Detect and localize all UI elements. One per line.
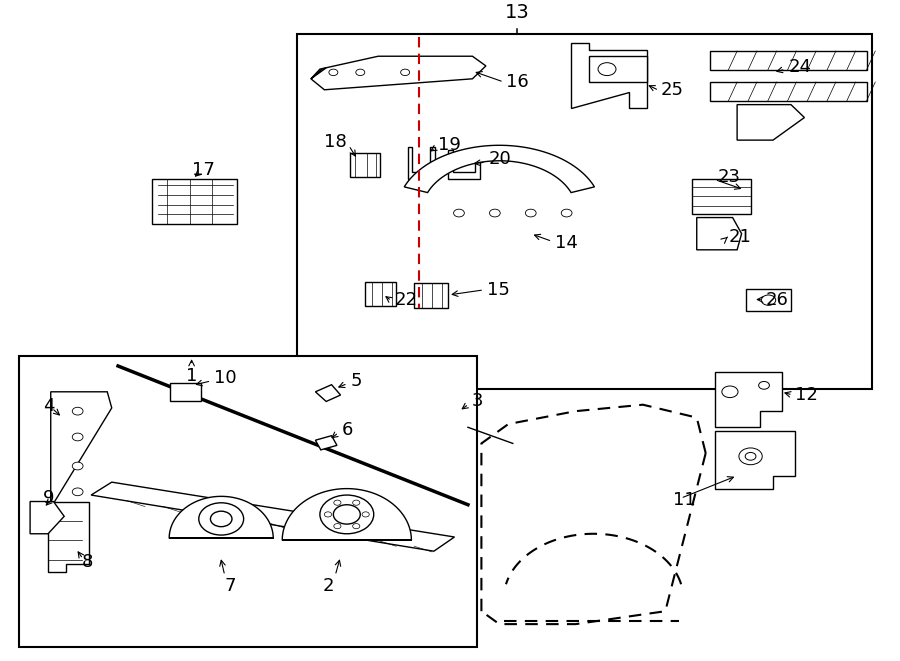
Polygon shape xyxy=(310,56,486,90)
Polygon shape xyxy=(283,488,411,540)
Text: 6: 6 xyxy=(341,421,353,439)
Circle shape xyxy=(745,453,756,460)
Text: 5: 5 xyxy=(350,372,362,390)
Bar xyxy=(19,356,477,646)
Polygon shape xyxy=(91,482,454,551)
Circle shape xyxy=(324,512,331,517)
Polygon shape xyxy=(30,502,64,534)
Circle shape xyxy=(320,495,374,534)
Circle shape xyxy=(400,69,410,75)
Text: 9: 9 xyxy=(42,489,54,507)
Circle shape xyxy=(353,500,360,505)
Text: 2: 2 xyxy=(323,577,335,595)
Circle shape xyxy=(759,381,769,389)
Polygon shape xyxy=(404,145,594,192)
Text: 3: 3 xyxy=(472,393,483,410)
Circle shape xyxy=(199,503,244,535)
Text: 7: 7 xyxy=(224,577,236,595)
Circle shape xyxy=(362,512,369,517)
Circle shape xyxy=(356,69,364,75)
Polygon shape xyxy=(315,436,337,450)
Polygon shape xyxy=(710,51,868,71)
Polygon shape xyxy=(408,147,435,179)
Polygon shape xyxy=(50,392,112,508)
Polygon shape xyxy=(152,179,238,224)
Circle shape xyxy=(739,448,762,465)
Circle shape xyxy=(72,488,83,496)
Circle shape xyxy=(526,209,536,217)
Polygon shape xyxy=(715,372,782,427)
Polygon shape xyxy=(310,68,326,79)
Polygon shape xyxy=(48,502,89,572)
Text: 26: 26 xyxy=(766,291,788,309)
Polygon shape xyxy=(170,383,201,401)
Circle shape xyxy=(761,295,776,305)
Polygon shape xyxy=(710,82,868,101)
Circle shape xyxy=(562,209,572,217)
Polygon shape xyxy=(746,289,791,311)
Text: 4: 4 xyxy=(42,397,54,415)
Circle shape xyxy=(211,511,232,527)
Polygon shape xyxy=(737,104,805,140)
Text: 11: 11 xyxy=(672,491,696,509)
Text: 12: 12 xyxy=(796,386,818,404)
Polygon shape xyxy=(715,430,796,488)
Text: 16: 16 xyxy=(506,73,528,91)
Circle shape xyxy=(333,505,360,524)
Text: 20: 20 xyxy=(489,151,511,169)
Circle shape xyxy=(334,524,341,529)
Text: 1: 1 xyxy=(186,367,197,385)
Polygon shape xyxy=(697,217,742,250)
Circle shape xyxy=(454,209,464,217)
Text: 21: 21 xyxy=(728,228,751,246)
Polygon shape xyxy=(448,150,480,179)
Polygon shape xyxy=(590,56,647,82)
Circle shape xyxy=(598,63,616,75)
Bar xyxy=(298,34,872,389)
Circle shape xyxy=(72,433,83,441)
Circle shape xyxy=(722,386,738,398)
Text: 19: 19 xyxy=(438,136,461,153)
Circle shape xyxy=(72,407,83,415)
Polygon shape xyxy=(364,282,396,306)
Polygon shape xyxy=(692,179,751,214)
Text: 10: 10 xyxy=(214,369,237,387)
Text: 22: 22 xyxy=(394,291,418,309)
Text: 13: 13 xyxy=(505,3,530,22)
Circle shape xyxy=(334,500,341,505)
Circle shape xyxy=(328,69,338,75)
Polygon shape xyxy=(315,385,340,401)
Text: 18: 18 xyxy=(324,133,346,151)
Text: 25: 25 xyxy=(661,81,684,99)
Text: 14: 14 xyxy=(555,235,578,253)
Text: 15: 15 xyxy=(487,281,509,299)
Polygon shape xyxy=(414,284,448,308)
Text: 17: 17 xyxy=(192,161,214,179)
Text: 23: 23 xyxy=(717,168,741,186)
Text: 8: 8 xyxy=(82,553,94,570)
Polygon shape xyxy=(349,153,380,177)
Text: 24: 24 xyxy=(788,58,811,76)
Polygon shape xyxy=(169,496,274,538)
Circle shape xyxy=(72,462,83,470)
Polygon shape xyxy=(572,44,647,108)
Circle shape xyxy=(490,209,500,217)
Circle shape xyxy=(353,524,360,529)
